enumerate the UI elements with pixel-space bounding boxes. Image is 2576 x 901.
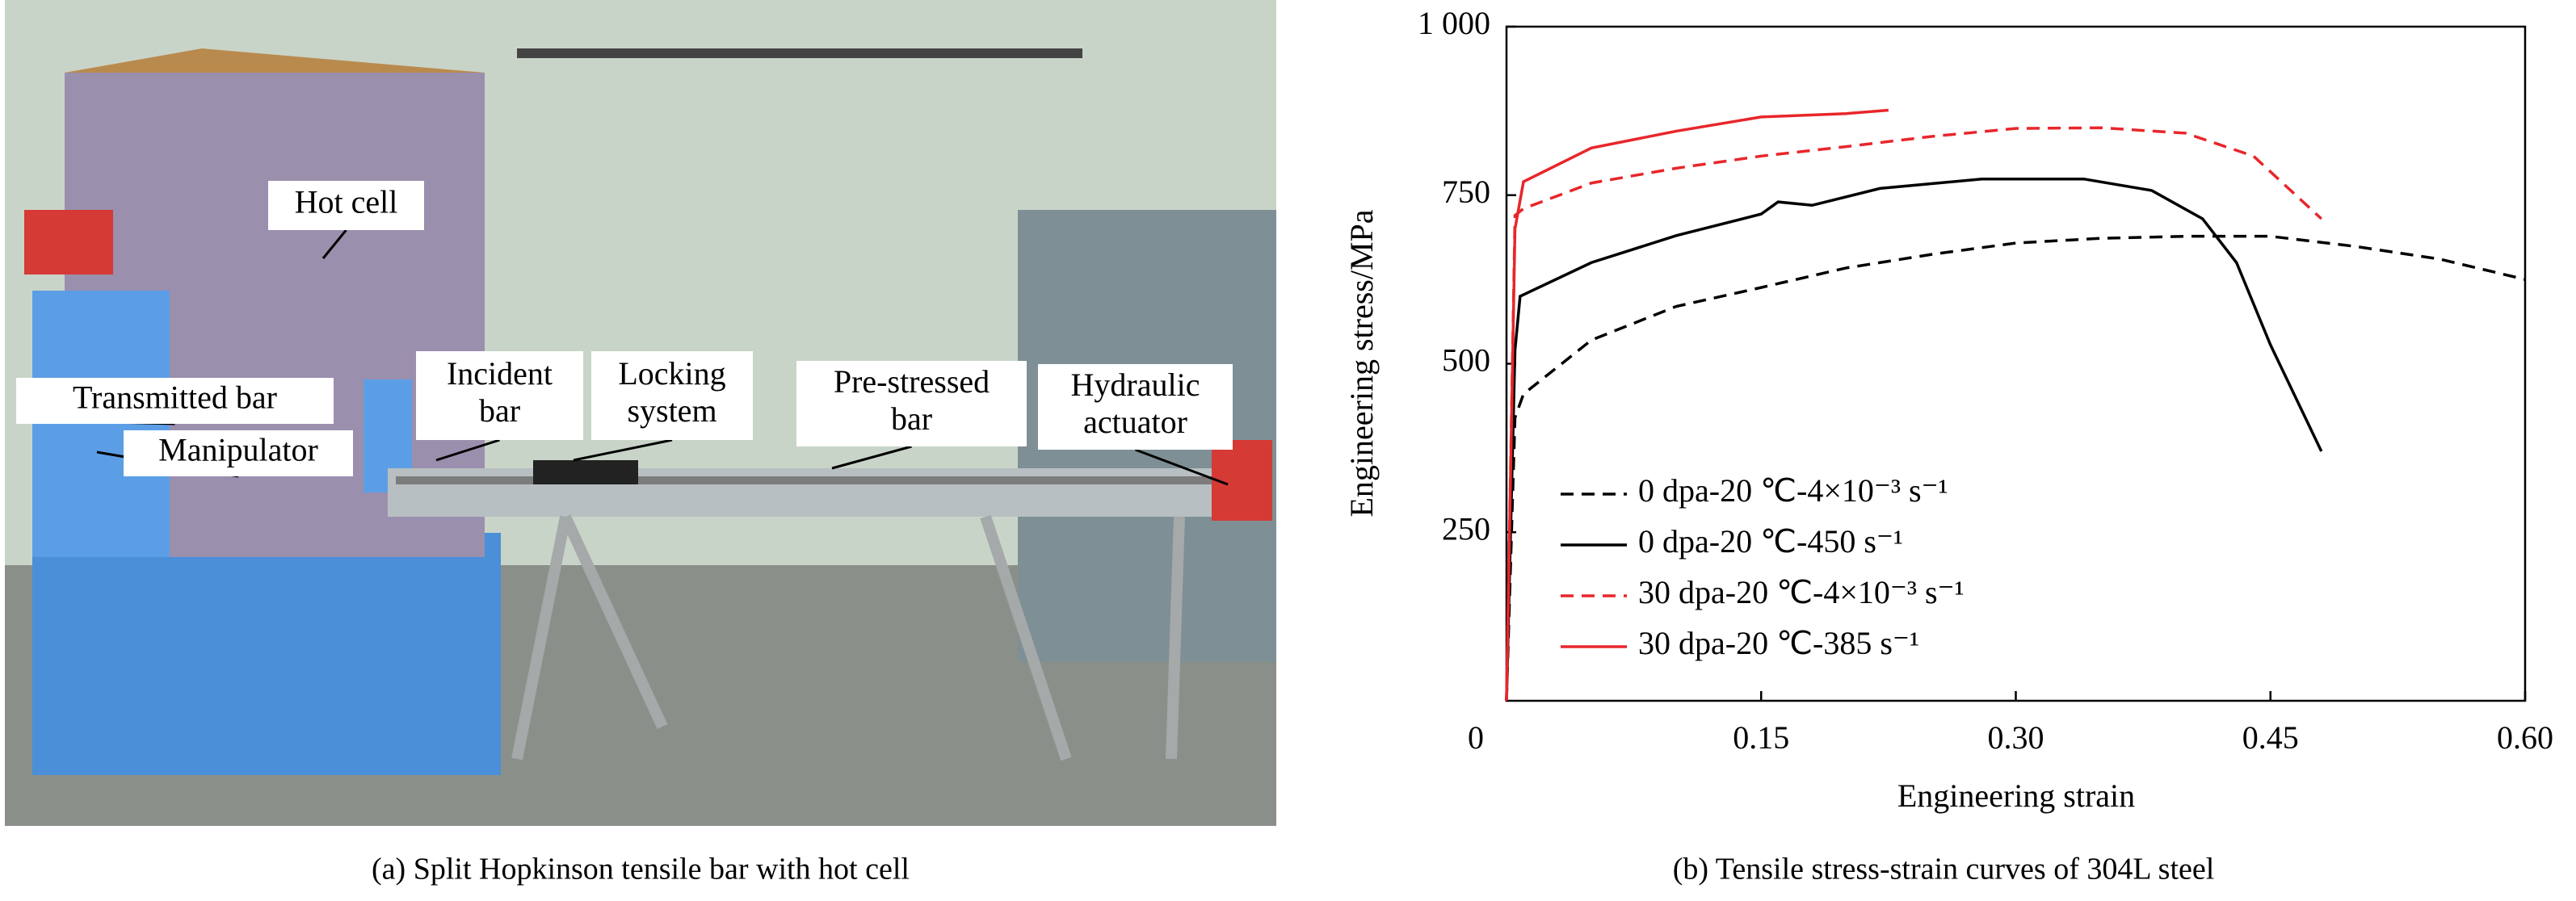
label-box <box>591 351 753 440</box>
leader-line <box>831 445 912 470</box>
data-line <box>1505 177 2323 702</box>
y-tick-label: 500 <box>1442 342 1490 379</box>
photo-labels: Hot cell Transmitted bar Manipulator Incide… <box>16 181 1233 486</box>
photo-label: bar <box>891 400 932 437</box>
photo-label: Hot cell <box>295 184 398 220</box>
label-box <box>1038 364 1233 450</box>
label-box <box>796 361 1027 446</box>
leader-line <box>321 229 347 259</box>
photo-label: bar <box>479 392 520 429</box>
x-tick-label: 0.15 <box>1733 719 1789 756</box>
photo-label: Transmitted bar <box>73 379 277 416</box>
label-box <box>16 378 334 424</box>
x-tick-label: 0.30 <box>1988 719 2044 756</box>
photo-label: Manipulator <box>158 432 318 468</box>
photo-caption: (a) Split Hopkinson tensile bar with hot… <box>372 853 910 886</box>
photo-label: Incident <box>447 355 553 392</box>
chart-caption: (b) Tensile stress-strain curves of 304L… <box>1673 853 2215 886</box>
plot: 0 0.15 0.30 0.45 0.60 250 500 750 1 000 0 dpa-20 … <box>1418 5 2553 756</box>
leader-line <box>573 438 673 462</box>
y-tick-label: 750 <box>1442 174 1490 210</box>
y-axis-label: Engineering stress/MPa <box>1343 209 1380 517</box>
photo-label: Locking <box>618 355 725 392</box>
legend-label: 0 dpa-20 ℃-450 s⁻¹ <box>1638 523 1903 559</box>
legend-label: 0 dpa-20 ℃-4×10⁻³ s⁻¹ <box>1638 472 1948 509</box>
x-axis-label: Engineering strain <box>1897 777 2135 814</box>
photo-label: actuator <box>1083 404 1187 440</box>
legend-label: 30 dpa-20 ℃-385 s⁻¹ <box>1638 625 1919 661</box>
data-line <box>1505 234 2526 702</box>
leader-line <box>1134 448 1229 486</box>
label-box <box>124 430 353 476</box>
y-tick-label: 1 000 <box>1418 5 1490 41</box>
photo-label: system <box>627 392 716 429</box>
label-box <box>268 181 424 230</box>
leader-line <box>435 438 500 462</box>
x-tick-label: 0.60 <box>2497 719 2553 756</box>
data-line <box>1505 108 1889 702</box>
photo-label: Pre-stressed <box>834 363 990 400</box>
legend-label: 30 dpa-20 ℃-4×10⁻³ s⁻¹ <box>1638 574 1965 610</box>
data-line <box>1505 126 2322 702</box>
x-tick-label: 0.45 <box>2242 719 2299 756</box>
photo-illustration <box>5 0 1276 826</box>
x-tick-label: 0 <box>1468 719 1484 756</box>
label-box <box>416 351 583 440</box>
photo-label: Hydraulic <box>1071 367 1200 403</box>
y-tick-label: 250 <box>1442 510 1490 547</box>
